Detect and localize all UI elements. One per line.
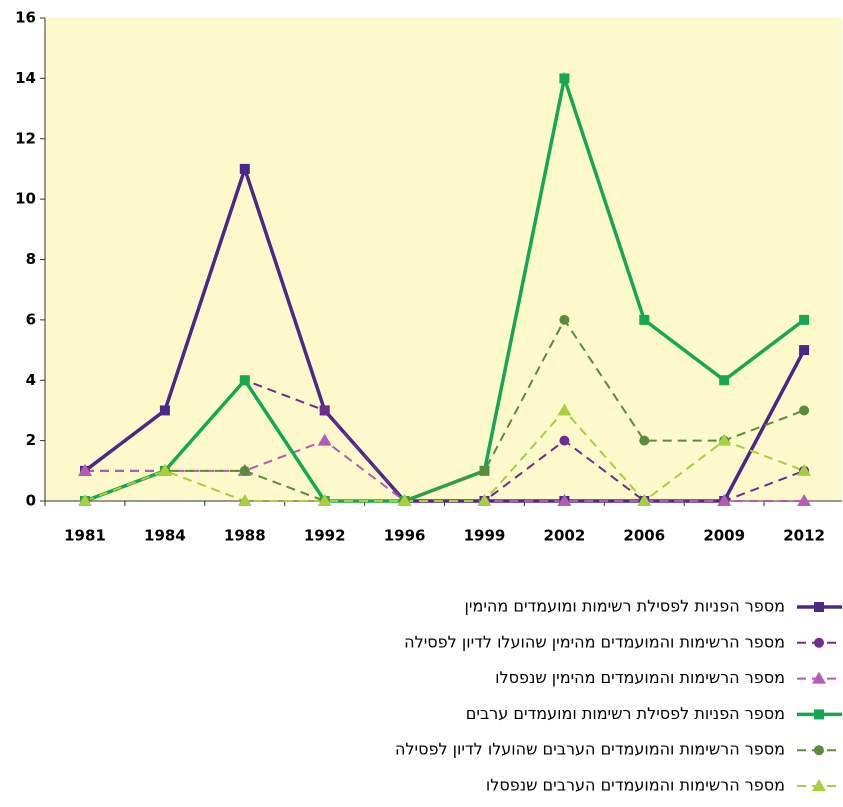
legend-label: מספר הפניות לפסילת רשימות ומועמדים מהימי… — [465, 597, 785, 616]
marker — [397, 494, 412, 506]
legend-marker — [814, 709, 824, 720]
plot-area — [45, 18, 842, 501]
legend-label: מספר הפניות לפסילת רשימות ומועמדים ערבים — [466, 704, 785, 723]
x-tick-label: 1988 — [224, 527, 266, 545]
y-tick-label: 6 — [26, 310, 36, 328]
legend-marker — [814, 637, 824, 648]
marker — [799, 405, 810, 416]
marker — [479, 465, 490, 476]
marker — [797, 494, 812, 506]
marker — [239, 163, 250, 174]
marker — [317, 433, 332, 446]
series-line — [84, 317, 805, 502]
marker — [78, 463, 92, 476]
marker — [317, 494, 332, 506]
x-tick-label: 2006 — [623, 527, 665, 545]
legend-label: מספר הרשימות והמועמדים מהימין שנפסלו — [495, 668, 785, 687]
legend-marker — [812, 671, 826, 684]
series-line — [84, 408, 805, 503]
y-tick-label: 8 — [26, 250, 36, 268]
marker — [159, 405, 170, 416]
x-tick-label: 2002 — [544, 527, 586, 545]
marker — [717, 494, 732, 506]
legend-label: מספר הרשימות והמועמדים הערבים שהועלו לדי… — [395, 740, 785, 759]
marker — [719, 375, 730, 386]
x-tick-label: 1992 — [304, 527, 346, 545]
x-tick-label: 1981 — [64, 527, 106, 545]
marker — [799, 314, 810, 325]
marker — [157, 463, 172, 476]
legend-marker — [812, 779, 826, 791]
x-tick-label: 2012 — [783, 527, 825, 545]
series-line — [84, 71, 806, 503]
marker — [239, 465, 250, 476]
legend-label: מספר הרשימות והמועמדים הערבים שנפסלו — [486, 776, 785, 795]
x-tick-label: 1999 — [464, 527, 506, 545]
y-tick-label: 10 — [15, 190, 36, 208]
marker — [559, 314, 570, 325]
marker — [799, 345, 810, 356]
marker — [477, 494, 492, 506]
marker — [319, 405, 330, 416]
marker — [559, 435, 570, 446]
marker — [717, 433, 732, 446]
marker — [639, 314, 650, 325]
y-tick-label: 4 — [26, 371, 36, 389]
y-tick-label: 16 — [15, 9, 36, 27]
y-tick-label: 0 — [26, 492, 36, 510]
marker — [559, 73, 570, 84]
marker — [239, 375, 250, 386]
x-tick-label: 1984 — [144, 527, 186, 545]
legend-marker — [814, 602, 824, 612]
legend-marker — [814, 745, 824, 756]
marker — [78, 494, 92, 506]
marker — [557, 494, 572, 506]
marker — [557, 403, 572, 416]
x-tick-label: 1996 — [384, 527, 426, 545]
marker — [637, 494, 652, 506]
x-tick-label: 2009 — [703, 527, 745, 545]
legend-label: מספר הרשימות והמועמדים מהימין שהועלו לדי… — [404, 632, 785, 651]
marker — [797, 463, 812, 476]
marker — [237, 494, 252, 506]
marker — [639, 435, 650, 446]
y-tick-label: 14 — [15, 69, 36, 87]
y-tick-label: 2 — [26, 431, 36, 449]
y-tick-label: 12 — [15, 129, 36, 147]
